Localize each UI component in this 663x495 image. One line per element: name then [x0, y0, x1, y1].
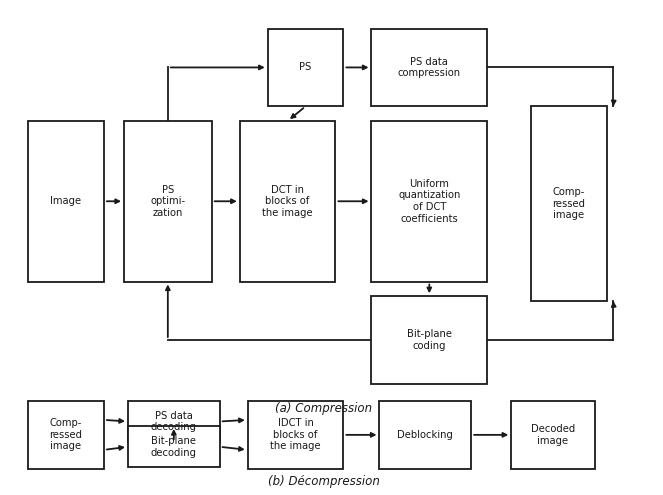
Text: Image: Image [50, 196, 82, 206]
Text: Bit-plane
decoding: Bit-plane decoding [151, 436, 197, 457]
FancyBboxPatch shape [28, 121, 104, 282]
Text: (b) Décompression: (b) Décompression [268, 475, 379, 489]
FancyBboxPatch shape [240, 121, 335, 282]
FancyBboxPatch shape [248, 401, 343, 469]
FancyBboxPatch shape [28, 401, 104, 469]
Text: Decoded
image: Decoded image [531, 424, 575, 446]
Text: (a) Compression: (a) Compression [275, 402, 372, 415]
FancyBboxPatch shape [371, 121, 487, 282]
FancyBboxPatch shape [511, 401, 595, 469]
Text: PS
optimi-
zation: PS optimi- zation [151, 185, 186, 218]
FancyBboxPatch shape [371, 29, 487, 106]
Text: Bit-plane
coding: Bit-plane coding [407, 329, 452, 351]
Text: Comp-
ressed
image: Comp- ressed image [552, 187, 585, 220]
FancyBboxPatch shape [124, 121, 211, 282]
Text: PS: PS [300, 62, 312, 72]
FancyBboxPatch shape [531, 106, 607, 301]
Text: Deblocking: Deblocking [397, 430, 453, 440]
FancyBboxPatch shape [268, 29, 343, 106]
Text: IDCT in
blocks of
the image: IDCT in blocks of the image [271, 418, 321, 451]
Text: Uniform
quantization
of DCT
coefficients: Uniform quantization of DCT coefficients [398, 179, 461, 224]
FancyBboxPatch shape [128, 426, 219, 467]
Text: Comp-
ressed
image: Comp- ressed image [50, 418, 82, 451]
FancyBboxPatch shape [371, 296, 487, 384]
Text: PS data
decoding: PS data decoding [151, 411, 197, 432]
Text: PS data
compression: PS data compression [398, 56, 461, 78]
FancyBboxPatch shape [379, 401, 471, 469]
Text: DCT in
blocks of
the image: DCT in blocks of the image [263, 185, 313, 218]
FancyBboxPatch shape [128, 401, 219, 442]
